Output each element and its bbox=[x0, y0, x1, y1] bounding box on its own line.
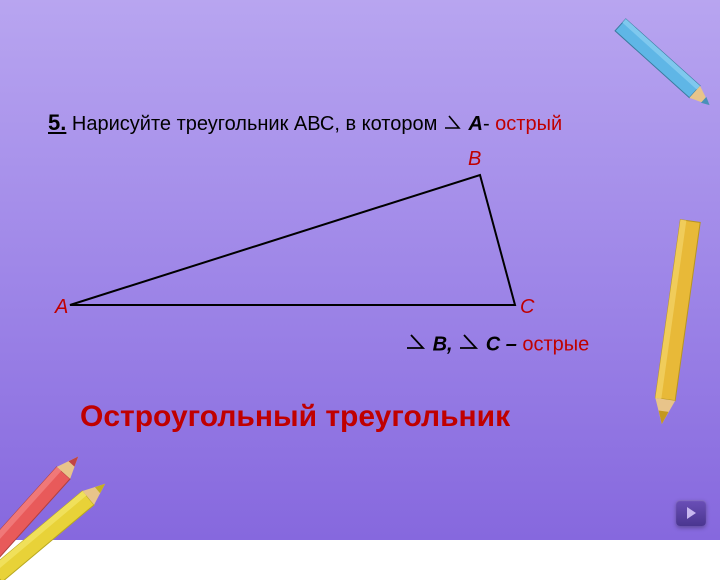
angle-icon bbox=[443, 113, 463, 136]
triangle-diagram bbox=[60, 165, 540, 325]
slide-content: 5. Нарисуйте треугольник АВС, в котором … bbox=[0, 0, 720, 540]
vertex-b-label: В bbox=[468, 148, 481, 171]
triangle-shape bbox=[70, 175, 515, 305]
task-text-before: Нарисуйте треугольник АВС, в котором bbox=[66, 113, 443, 135]
pencil-top-right bbox=[590, 0, 720, 140]
next-slide-button[interactable] bbox=[676, 500, 706, 526]
arrow-right-icon bbox=[687, 507, 696, 519]
task-number: 5. bbox=[48, 110, 66, 135]
vertex-a-label: А bbox=[55, 296, 68, 319]
angle-c-label: С – bbox=[486, 333, 517, 355]
pencil-right bbox=[600, 200, 720, 460]
angle-icon bbox=[405, 333, 427, 357]
task-ostryj: острый bbox=[495, 113, 562, 135]
task-line: 5. Нарисуйте треугольник АВС, в котором … bbox=[48, 110, 562, 136]
angle-icon bbox=[458, 333, 480, 357]
angle-b-label: В, bbox=[433, 333, 453, 355]
angle-a-letter: А bbox=[468, 113, 482, 135]
vertex-c-label: С bbox=[520, 296, 534, 319]
angles-ostrye: острые bbox=[522, 333, 589, 355]
task-text-dash: - bbox=[483, 113, 495, 135]
angles-summary: В, С – острые bbox=[405, 333, 589, 357]
triangle-type-title: Остроугольный треугольник bbox=[80, 400, 510, 434]
